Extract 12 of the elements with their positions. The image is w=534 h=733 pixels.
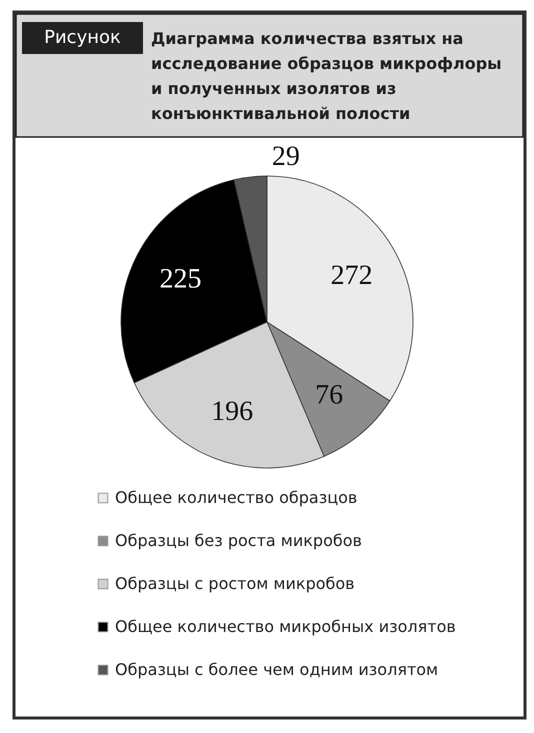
data-label: 76	[315, 380, 344, 411]
legend-label: Общее количество образцов	[115, 488, 358, 507]
legend-label: Образцы без роста микробов	[115, 531, 362, 550]
text: Рисунок	[44, 27, 121, 48]
legend-label: Образцы с ростом микробов	[115, 574, 355, 593]
data-label: 272	[330, 260, 373, 291]
data-label: 29	[272, 141, 300, 172]
data-label: 225	[160, 264, 202, 295]
legend-label: Общее количество микробных изолятов	[115, 617, 456, 636]
data-label: 196	[211, 396, 254, 427]
legend-label: Образцы с более чем одним изолятом	[115, 660, 438, 679]
chart-title: Диаграмма количества взятых на исследование образцов микрофлоры и полученных изолятов из конъюнктивальной полости	[151, 29, 502, 123]
